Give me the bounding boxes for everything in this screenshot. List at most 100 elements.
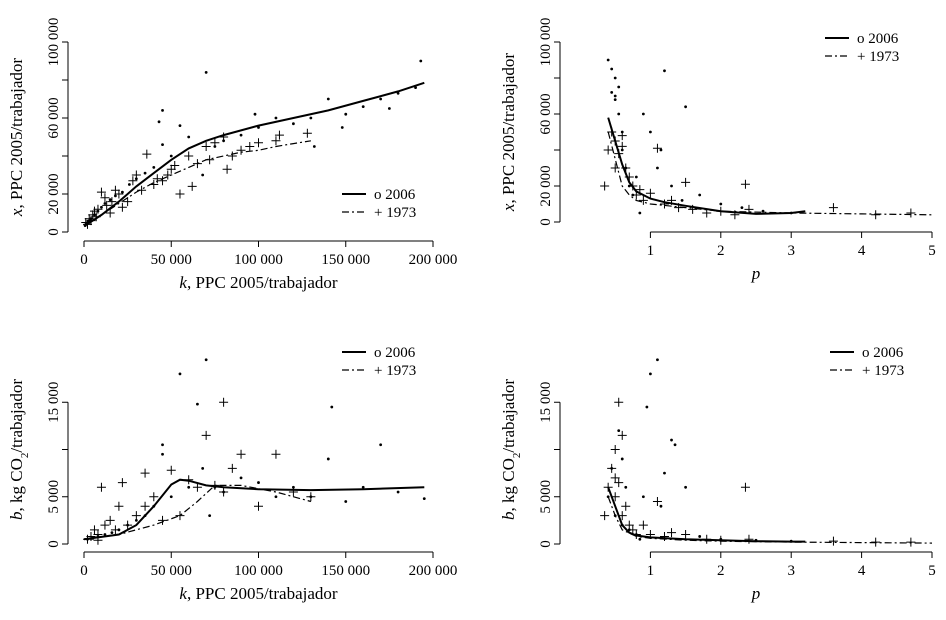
point-1973 [236,145,246,155]
curve-1973 [607,496,933,544]
point-2006 [91,536,95,540]
point-1973 [117,202,127,212]
point-1973 [128,176,138,186]
x-axis-title: k, PPC 2005/trabajador [179,273,338,292]
point-2006 [613,94,617,98]
point-2006 [103,533,107,536]
y-tick-label: 0 [538,218,554,226]
point-1973 [219,132,229,142]
curve-2006 [83,81,425,228]
point-1973 [631,190,641,200]
legend-label: + 1973 [374,363,416,379]
point-1973 [631,530,641,540]
point-1973 [674,203,684,213]
point-1973 [210,138,220,148]
point-1973 [617,141,627,151]
point-1973 [716,206,726,216]
point-2006 [152,166,156,169]
point-1973 [245,142,255,151]
point-2006 [789,539,793,543]
legend-label: + 1973 [857,49,899,65]
point-1973 [271,449,281,459]
point-1973 [906,537,916,547]
point-2006 [754,538,758,542]
point-1973 [149,492,159,502]
y-tick-label: 5 000 [538,480,554,514]
point-2006 [326,457,330,461]
point-2006 [659,148,663,152]
point-2006 [274,495,278,499]
point-2006 [161,452,164,456]
point-2006 [134,518,138,522]
point-1973 [100,520,110,530]
point-2006 [641,112,645,116]
point-2006 [312,145,316,148]
point-1973 [610,492,620,502]
point-1973 [614,397,624,407]
point-2006 [257,481,260,484]
point-2006 [698,193,702,197]
point-1973 [100,193,110,203]
point-2006 [169,495,173,499]
point-1973 [617,430,627,440]
point-1973 [158,515,168,525]
legend-label: + 1973 [862,363,904,379]
x-tick-label: 1 [647,243,655,259]
point-2006 [178,372,182,376]
point-2006 [414,86,417,89]
point-2006 [114,194,117,198]
point-1973 [166,465,176,475]
point-1973 [306,492,316,502]
point-2006 [344,112,348,116]
point-2006 [638,537,642,541]
x-tick-label: 1 [647,563,655,579]
point-1973 [163,170,173,180]
point-1973 [624,520,634,530]
point-1973 [828,203,838,213]
x-tick-label: 200 000 [409,563,458,579]
point-2006 [649,372,652,376]
x-axis-title: p [751,584,761,603]
point-1973 [137,185,147,195]
point-1973 [600,181,610,191]
point-2006 [606,58,610,62]
point-2006 [344,500,348,503]
point-2006 [656,166,659,170]
point-2006 [634,175,638,179]
y-tick-label: 15 000 [538,382,554,423]
point-2006 [292,485,295,489]
point-1973 [175,511,185,521]
point-2006 [761,209,765,213]
x-tick-label: 4 [858,243,866,259]
point-1973 [142,149,152,159]
point-1973 [107,197,117,207]
y-tick-label: 60 000 [538,93,554,134]
point-2006 [663,471,666,475]
point-1973 [716,535,726,545]
point-1973 [205,155,215,165]
point-1973 [131,511,141,521]
panel-top-right: 1 2 3 4 5 0 20 000 60 000 100 000 p x, PPC 2005/tr… [499,18,936,283]
point-2006 [670,184,673,188]
point-2006 [208,514,212,518]
point-1973 [302,128,312,138]
point-1973 [184,151,194,161]
point-1973 [192,482,202,492]
point-1973 [645,188,655,198]
point-1973 [610,136,620,146]
point-2006 [670,438,673,442]
point-2006 [638,211,642,215]
point-2006 [684,485,687,489]
point-2006 [624,485,628,489]
point-1973 [91,212,101,222]
point-1973 [192,159,202,169]
point-1973 [110,525,120,535]
point-2006 [120,190,124,194]
point-1973 [828,536,838,546]
point-2006 [740,206,744,210]
point-2006 [178,124,182,127]
x-tick-label: 150 000 [321,252,370,268]
point-1973 [219,397,229,407]
point-1973 [152,174,162,184]
